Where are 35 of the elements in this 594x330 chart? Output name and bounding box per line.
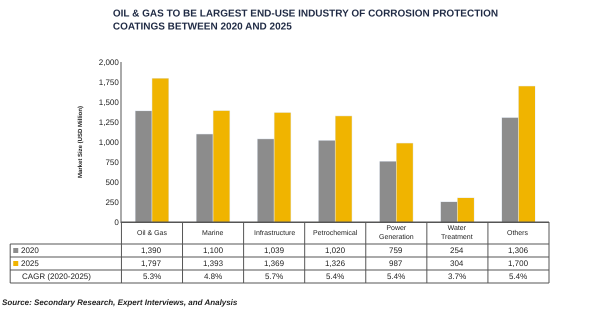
data-label: 1,369 [264, 259, 285, 268]
data-label: 1,700 [508, 259, 529, 268]
text: 3.7% [448, 272, 466, 281]
data-label: 1,039 [264, 246, 285, 255]
data-label: 1,326 [325, 259, 346, 268]
text: 5.7% [265, 272, 284, 281]
text: CAGR (2020-2025) [22, 272, 92, 281]
data-label: 1,020 [325, 246, 346, 255]
y-tick-label: 1,750 [98, 78, 120, 87]
y-tick-label: 0 [114, 218, 120, 227]
y-tick-label: 750 [105, 158, 120, 167]
text: 5.3% [143, 272, 162, 281]
text: 5.4% [509, 272, 528, 281]
data-label: 1,100 [203, 246, 224, 255]
text: 5.4% [387, 272, 406, 281]
y-tick-label: 1,000 [98, 138, 120, 147]
text: 4.8% [204, 272, 222, 281]
source-note: Source: Secondary Research, Expert Interviews, and Analysis [2, 298, 238, 307]
data-label: 1,797 [141, 259, 162, 268]
chart-title: OIL & GAS TO BE LARGEST END-USE INDUSTRY OF CORROSION PROTECTION COATINGS BETWEEN 2020 AND 2025 [112, 8, 498, 32]
y-tick-label: 1,500 [98, 98, 120, 107]
data-label: 987 [389, 259, 403, 268]
data-label: 254 [450, 246, 464, 255]
text: 5.4% [326, 272, 344, 281]
data-label: 304 [450, 259, 464, 268]
data-label: 759 [389, 246, 403, 255]
data-label: 1,306 [508, 246, 529, 255]
data-label: 1,393 [203, 259, 224, 268]
legend-label: 2025 [21, 259, 40, 268]
y-tick-label: 1,250 [98, 118, 120, 127]
y-tick-label: 2,000 [98, 58, 120, 67]
legend-label: 2020 [21, 246, 40, 255]
y-tick-label: 250 [105, 198, 120, 207]
data-label: 1,390 [141, 246, 162, 255]
y-tick-label: 500 [105, 178, 120, 187]
